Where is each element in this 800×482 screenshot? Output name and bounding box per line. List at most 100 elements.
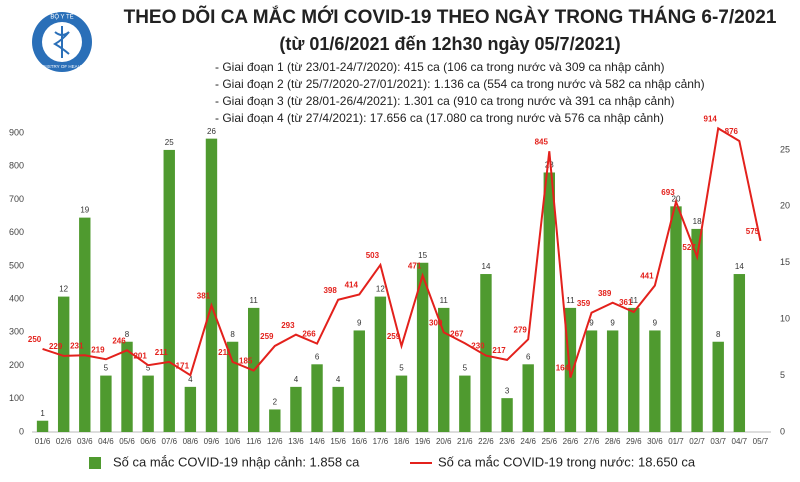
line-value-label: 211 [155,348,168,357]
x-tick-label: 06/6 [140,437,156,446]
line-value-label: 471 [408,262,422,271]
y-tick-label: 900 [9,127,24,137]
bar [522,364,534,432]
bar-value-label: 8 [125,330,130,339]
y2-tick-label: 5 [780,370,785,380]
y-tick-label: 800 [9,161,24,171]
bar-value-label: 11 [566,296,575,305]
x-tick-label: 04/6 [98,437,114,446]
x-tick-label: 25/6 [542,437,558,446]
y-tick-label: 0 [19,426,24,436]
bar-value-label: 2 [273,398,278,407]
y-tick-label: 500 [9,260,24,270]
y2-tick-label: 25 [780,144,790,154]
x-tick-label: 12/6 [267,437,283,446]
bar-value-label: 5 [146,364,151,373]
x-tick-label: 28/6 [605,437,621,446]
bar-value-label: 8 [716,330,721,339]
bar-value-label: 14 [482,262,491,271]
line-value-label: 201 [133,351,147,360]
bar-value-label: 11 [250,296,259,305]
line-value-label: 259 [260,332,274,341]
bar [628,307,640,432]
line-value-label: 575 [746,227,760,236]
x-tick-label: 09/6 [204,437,220,446]
chart-title: THEO DÕI CA MẮC MỚI COVID-19 THEO NGÀY T… [124,6,777,28]
line [42,126,762,378]
line-value-label: 217 [492,346,506,355]
bar [311,364,323,432]
line-value-label: 359 [577,299,591,308]
bar [416,262,429,432]
x-tick-label: 21/6 [457,437,473,446]
line-value-label: 185 [239,357,253,366]
bar-value-label: 5 [104,364,109,373]
bar [606,330,619,432]
bar-value-label: 25 [165,138,174,147]
line-value-label: 503 [366,251,380,260]
line-value-label: 300 [429,318,443,327]
y2-tick-label: 10 [780,314,790,324]
x-tick-label: 05/7 [753,437,769,446]
x-tick-label: 01/7 [668,437,684,446]
line-value-label: 211 [218,348,231,357]
x-tick-label: 26/6 [563,437,579,446]
line-value-label: 845 [535,137,549,146]
bar-value-label: 14 [735,262,744,271]
bar-value-label: 4 [336,375,341,384]
bar-value-label: 4 [294,375,299,384]
bar [100,375,112,432]
bar-value-label: 1 [40,409,45,418]
line-value-label: 527 [682,243,696,252]
bar [649,330,661,432]
x-tick-label: 05/6 [119,437,135,446]
y-tick-label: 600 [9,227,24,237]
line-value-label: 381 [197,292,211,301]
x-tick-label: 13/6 [288,437,304,446]
bar [459,375,471,432]
bar-value-label: 11 [440,296,449,305]
line-value-label: 259 [387,332,401,341]
bar [226,341,239,432]
bar [79,217,91,432]
line-value-label: 361 [619,298,633,307]
bar [332,386,344,432]
x-tick-label: 19/6 [415,437,431,446]
y-tick-label: 300 [9,327,24,337]
bar [501,398,513,432]
x-tick-label: 02/6 [56,437,72,446]
legend-swatch [89,457,101,469]
x-tick-label: 02/7 [689,437,705,446]
logo-org: BỘ Y TẾ [50,14,73,21]
line-value-label: 230 [471,342,485,351]
x-tick-label: 01/6 [35,437,51,446]
bar-value-label: 18 [693,217,702,226]
bar-value-label: 20 [672,194,681,203]
line-value-label: 266 [302,330,316,339]
x-tick-label: 10/6 [225,437,241,446]
y2-tick-label: 0 [780,426,785,436]
bar-value-label: 5 [463,364,468,373]
bar-value-label: 9 [610,319,615,328]
x-tick-label: 16/6 [351,437,367,446]
annotation: - Giai đoạn 3 (từ 28/01-26/4/2021): 1.30… [215,94,675,108]
x-tick-label: 11/6 [246,437,262,446]
legend-label: Số ca mắc COVID-19 trong nước: 18.650 ca [438,454,696,469]
line-value-label: 229 [49,342,63,351]
bar-value-label: 15 [418,251,427,260]
line-value-label: 267 [450,329,464,338]
y2-tick-label: 20 [780,201,790,211]
y-tick-label: 100 [9,393,24,403]
line-value-label: 246 [112,336,126,345]
x-tick-label: 08/6 [183,437,199,446]
x-tick-label: 03/7 [710,437,726,446]
x-tick-label: 22/6 [478,437,494,446]
line-value-label: 171 [176,361,190,370]
bar [269,409,281,432]
bar [480,274,492,432]
bar [163,149,175,432]
bar-value-label: 26 [207,127,216,136]
line-value-label: 293 [281,321,295,330]
x-tick-label: 24/6 [520,437,536,446]
